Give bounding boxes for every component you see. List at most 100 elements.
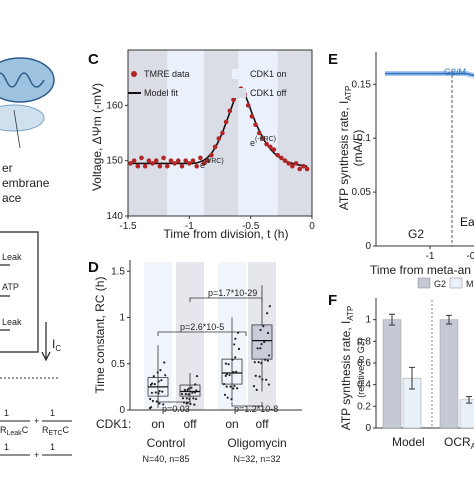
x-tick-label: -1 [185,221,194,232]
box-point [161,390,164,393]
data-point [290,163,295,169]
legend-g2: G2 [434,279,446,289]
box-point [262,325,265,328]
box-point [255,388,258,391]
box-point [253,361,256,364]
box-point [224,362,228,365]
box-point [192,397,195,400]
box-point [258,375,261,378]
fragment-line1: er [2,161,13,175]
data-point [249,114,255,119]
svg-text:1: 1 [50,442,55,452]
data-point [220,130,225,136]
box-point [194,397,198,401]
y-tick-label: 1.5 [111,266,125,277]
data-point [301,163,306,169]
category-label: on [151,417,164,431]
line-path [385,72,474,77]
box [251,324,273,360]
box-point [194,391,197,394]
box-point [150,406,153,409]
box-point [181,397,185,400]
data-point [275,152,280,158]
box-point [230,398,233,401]
data-point [146,158,152,163]
pvalue-2: p=0.03 [162,404,190,414]
box-point [260,342,263,346]
data-point [164,163,170,169]
bar [382,319,402,429]
data-point [304,166,310,172]
data-point [172,161,177,166]
box-point [225,385,228,388]
box-point [156,371,159,374]
legend-swatch-off [232,88,246,98]
box-point [184,392,187,396]
annotation-g2m: G2/M [444,67,466,77]
box-point [158,402,161,405]
legend-swatch-tmre [131,71,137,77]
panel-d-boxplot: D on off on off 0 0.5 1 1.5 Time constant, RC … [88,259,302,464]
x-tick-label: -0.5 [242,221,260,232]
box-point [195,375,199,378]
y-tick-label: 0.2 [357,401,371,412]
x-axis-label: Time from meta-an [370,263,471,277]
svg-text:1: 1 [4,442,9,452]
box-point [190,386,193,389]
annotation-early: Ea [460,215,474,229]
data-point [245,103,251,108]
box-point [259,328,262,332]
data-point [260,136,266,141]
fragment-line3: ace [2,191,22,205]
circuit-leak-top: Leak [2,252,22,262]
box-point [266,312,269,315]
data-point [153,158,159,163]
axis-ticks: -1.5 -1 -0.5 0 140 150 160 [106,100,315,232]
box-point [151,399,154,403]
data-point [286,161,291,166]
box-point [162,403,165,406]
cdk1-row-label: CDK1: [96,417,131,431]
box-point [263,340,266,344]
pvalue-3: p=1.7*10-29 [208,288,257,298]
circuit-leak-bottom: Leak [2,317,22,327]
bar [439,319,459,429]
box-point [227,363,230,366]
data-point [157,163,163,169]
category-label: off [255,417,269,431]
panel-c-voltage-chart: C -1.5 -1 -0.5 0 140 150 160 Time from divisio… [88,49,315,241]
bars [382,313,474,429]
circuit-atp: ATP [2,282,19,292]
panel-f-bar-chart: F 0 0.2 0.4 0.6 0.8 1 G2 M Model OCRAT ATP sy… [328,277,474,451]
box-point [235,370,238,373]
box-point [152,375,155,378]
panel-letter-c: C [88,51,99,68]
svg-text:1: 1 [4,408,9,418]
axis-ticks: 0 0.2 0.4 0.6 0.8 1 [357,315,376,434]
y-axis-label: ATP synthesis rate, IATP [337,86,353,211]
box-point [222,383,226,386]
axis-ticks: 0 0.5 1 1.5 [111,266,130,416]
category-label: off [183,417,197,431]
data-point [256,130,262,136]
box-point [160,379,163,382]
y-tick-label: 1 [119,313,125,324]
data-point [209,152,214,158]
legend-swatch-on [232,69,246,79]
data-point [190,158,196,163]
legend-swatch-m [449,277,463,289]
y-tick-label: 0.5 [111,359,125,370]
svg-text:+: + [34,450,39,460]
box-point [237,347,241,351]
category-ocr: OCRAT [444,435,474,451]
pvalue-brackets [157,297,263,407]
y-tick-label: 0.6 [357,358,371,369]
y-tick-label: 1 [365,315,371,326]
box-point [228,373,231,377]
data-point [128,161,133,166]
data-point [212,144,218,150]
data-point [131,158,137,163]
box-point [234,337,237,340]
data-point [187,161,192,166]
